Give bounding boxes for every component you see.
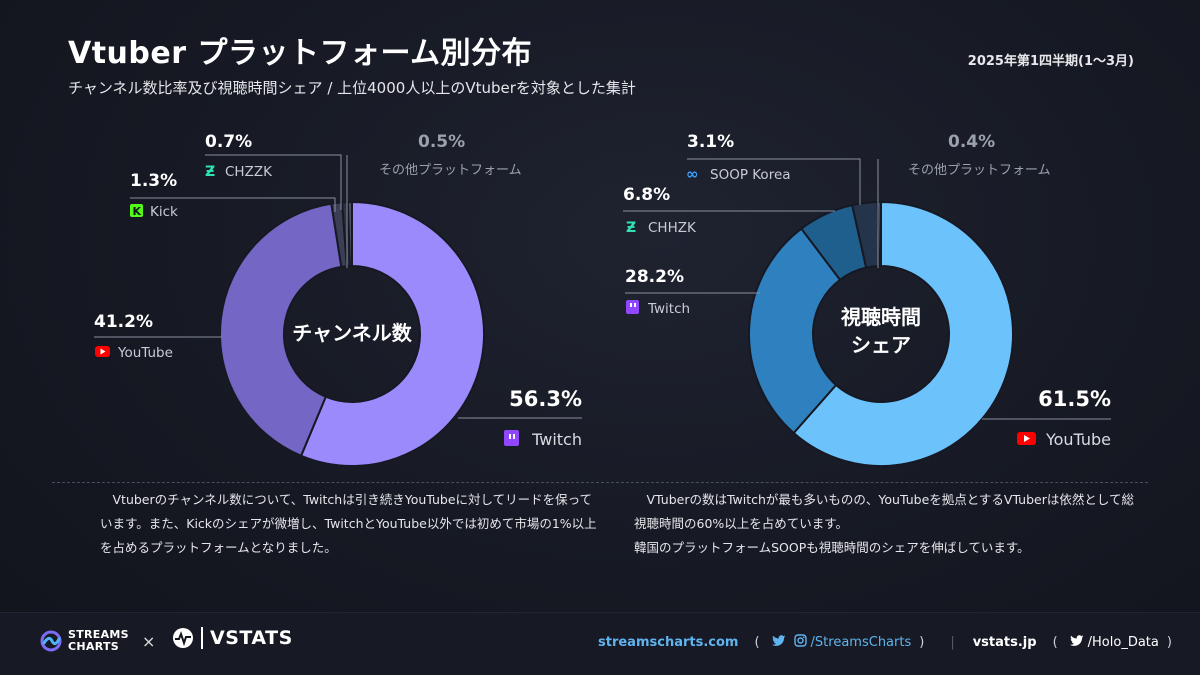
vstats-link[interactable]: vstats.jp: [972, 635, 1037, 650]
watch-slice-youtube: [792, 200, 1014, 467]
page-subtitle: チャンネル数比率及び視聴時間シェア / 上位4000人以上のVtuberを対象と…: [68, 79, 636, 97]
soop-percent: 3.1%: [687, 132, 734, 152]
vstats-handle[interactable]: /Holo_Data: [1087, 635, 1159, 650]
streamscharts-links: streamscharts.com ( /StreamsCharts ) | v…: [598, 634, 1172, 651]
leader-lines: [94, 154, 1111, 420]
soop-icon: ∞: [686, 165, 699, 183]
other-label-right: その他プラットフォーム: [908, 163, 1051, 178]
description-right: VTuberの数はTwitchが最も多いものの、YouTubeを拠点とするVTu…: [634, 492, 1134, 555]
watch-slice-twitch: [748, 227, 842, 435]
twitch-percent-left: 56.3%: [509, 387, 582, 411]
soop-label: SOOP Korea: [710, 167, 791, 183]
watch-slice-その他プラットフォーム: [876, 200, 882, 268]
chzzk-icon: Ƶ: [205, 164, 215, 180]
streamscharts-handle[interactable]: /StreamsCharts: [810, 635, 912, 650]
kick-percent: 1.3%: [130, 171, 177, 191]
page-title: Vtuber プラットフォーム別分布: [68, 36, 533, 71]
streams-charts-logo: STREAMS CHARTS: [40, 629, 129, 653]
period-label: 2025年第1四半期(1〜3月): [967, 54, 1134, 69]
vstats-logo: VSTATS: [172, 627, 293, 649]
youtube-icon: [1017, 432, 1036, 445]
vstats-icon: [173, 628, 193, 648]
svg-text:K: K: [133, 205, 142, 218]
chhzk-label: CHHZK: [648, 220, 697, 236]
description-left: Vtuberのチャンネル数について、Twitchは引き続きYouTubeに対して…: [100, 492, 597, 555]
chzzk-percent-left: 0.7%: [205, 132, 252, 152]
chhzk-percent: 6.8%: [623, 185, 670, 205]
chzzk-icon: Ƶ: [626, 220, 636, 236]
channel-slice-その他プラットフォーム: [346, 200, 353, 268]
twitch-percent-right: 28.2%: [625, 267, 684, 287]
kick-icon: K: [130, 204, 143, 218]
watch-time-donut: [748, 200, 1014, 467]
channel-slice-twitch: [299, 200, 485, 467]
youtube-percent-left: 41.2%: [94, 312, 153, 332]
twitch-icon: [626, 300, 639, 314]
channel-slice-youtube: [219, 202, 343, 458]
twitch-label-left: Twitch: [531, 430, 582, 449]
section-divider: [52, 482, 1148, 483]
youtube-icon: [95, 346, 110, 357]
center-label-right: 視聴時間シェア: [840, 305, 921, 357]
collab-separator: ×: [142, 632, 156, 651]
twitter-icon[interactable]: [1069, 634, 1084, 651]
footer: STREAMS CHARTS × VSTATS streamscharts.co…: [0, 612, 1200, 675]
twitter-icon[interactable]: [771, 634, 786, 651]
chzzk-label-left: CHZZK: [225, 164, 273, 180]
youtube-label-right: YouTube: [1045, 430, 1111, 449]
center-label-left: チャンネル数: [292, 321, 412, 345]
instagram-icon[interactable]: [793, 634, 807, 651]
twitch-label-right: Twitch: [647, 301, 690, 317]
youtube-label-left: YouTube: [117, 345, 173, 361]
twitch-icon: [504, 430, 519, 446]
streams-charts-icon: [40, 630, 62, 652]
youtube-percent-right: 61.5%: [1038, 387, 1111, 411]
other-percent-right: 0.4%: [948, 132, 995, 152]
other-label-left: その他プラットフォーム: [379, 163, 522, 178]
other-percent-left: 0.5%: [418, 132, 465, 152]
streamscharts-link[interactable]: streamscharts.com: [598, 635, 739, 650]
kick-label: Kick: [150, 204, 178, 220]
